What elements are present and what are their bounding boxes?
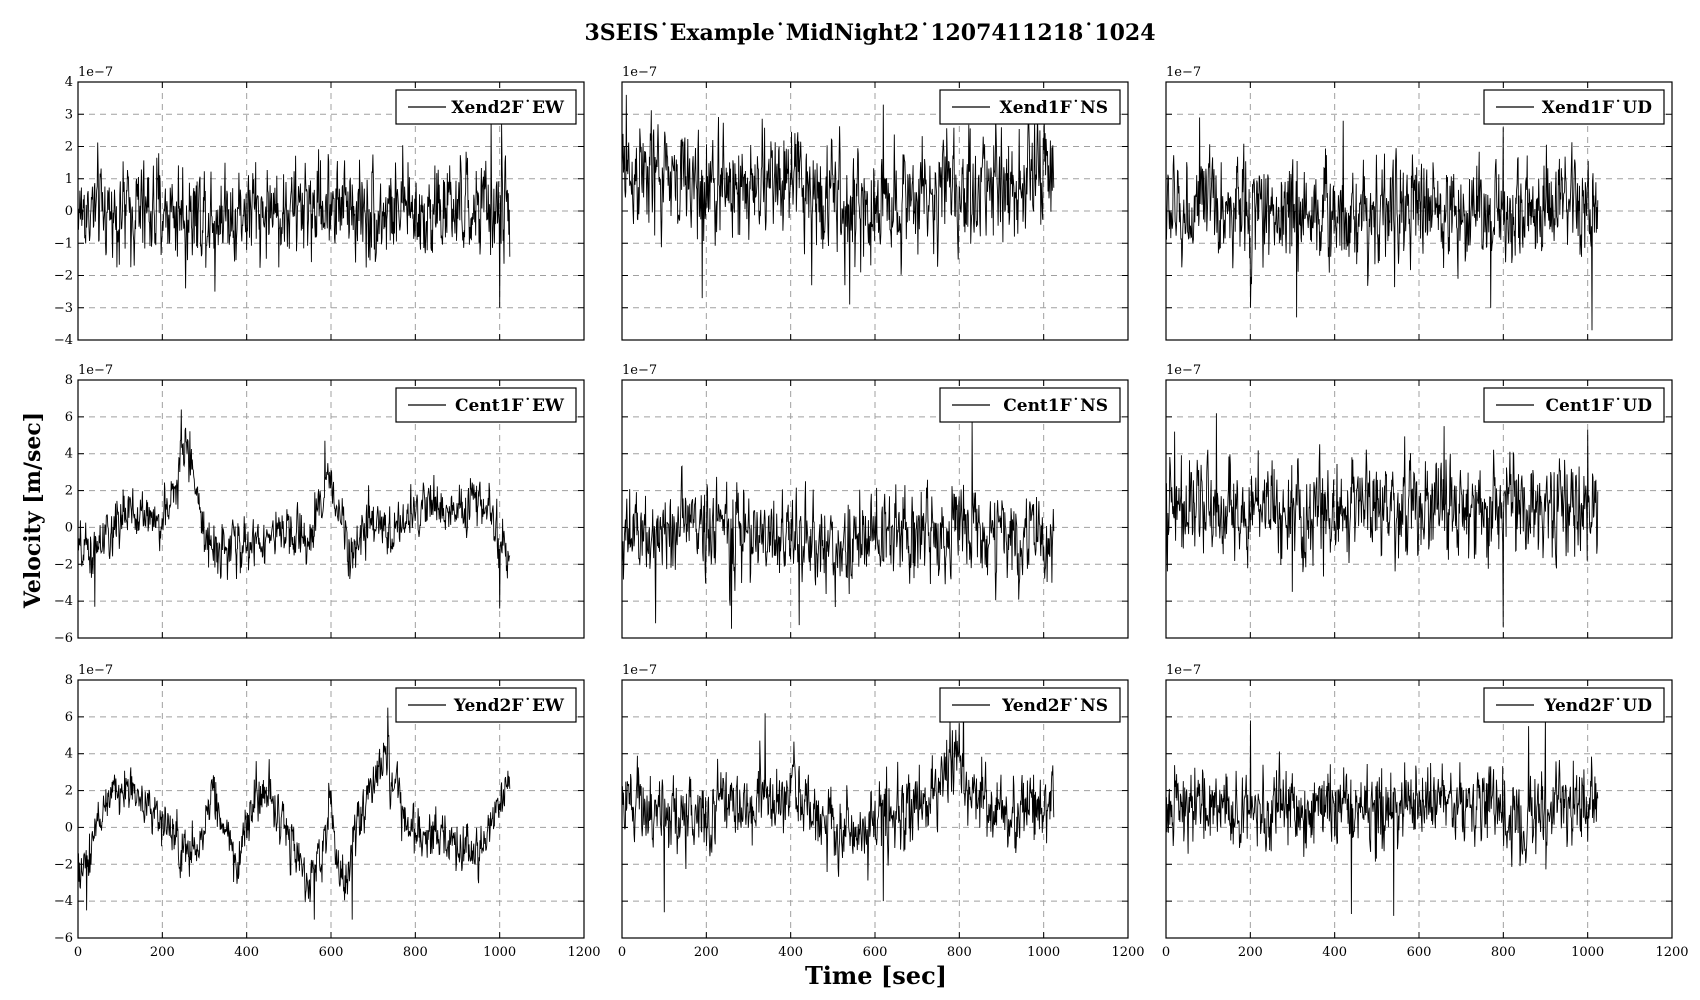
subplot-2-0: −6 −4 −2 0 2 4 6 8 0 200 400 600 800 1000 1200 1e−7 Yend… (54, 663, 601, 960)
x-tick-label: 600 (319, 945, 344, 960)
offset-label: 1e−7 (622, 65, 657, 80)
y-tick-label: 4 (65, 747, 73, 762)
legend-label: Yend2F˙NS (1001, 696, 1108, 716)
x-tick-label: 800 (947, 945, 972, 960)
x-tick-label: 1000 (1027, 945, 1060, 960)
x-tick-label: 200 (150, 945, 175, 960)
legend-label: Xend1F˙UD (1542, 98, 1652, 118)
legend-label: Yend2F˙UD (1543, 696, 1652, 716)
x-tick-label: 1000 (483, 945, 516, 960)
subplot-1-2: 1e−7 Cent1F˙UD (1165, 363, 1673, 639)
y-tick-label: 1 (65, 172, 73, 187)
series-line (1165, 713, 1599, 916)
y-tick-label: 2 (65, 784, 73, 799)
series-line (77, 117, 511, 308)
figure-title: 3SEIS˙Example˙MidNight2˙1207411218˙1024 (584, 20, 1155, 46)
y-tick-label: 8 (65, 373, 73, 388)
x-tick-label: 1200 (1655, 945, 1688, 960)
y-tick-label: −3 (54, 301, 73, 316)
x-tick-label: 1200 (1111, 945, 1144, 960)
offset-label: 1e−7 (78, 663, 113, 678)
y-tick-label: 2 (65, 484, 73, 499)
offset-label: 1e−7 (622, 363, 657, 378)
legend-label: Cent1F˙NS (1003, 396, 1108, 416)
subplot-2-2: 0 200 400 600 800 1000 1200 1e−7 Yend2F˙UD (1162, 663, 1689, 960)
y-tick-label: −6 (54, 631, 73, 646)
series-line (77, 409, 511, 609)
x-tick-label: 200 (1238, 945, 1263, 960)
series-line (1165, 117, 1599, 331)
series-line (621, 94, 1055, 305)
y-tick-label: −2 (54, 557, 73, 572)
y-tick-label: −2 (54, 857, 73, 872)
x-tick-label: 600 (863, 945, 888, 960)
y-axis-label: Velocity [m/sec] (20, 412, 46, 609)
offset-label: 1e−7 (78, 363, 113, 378)
series-line (77, 707, 511, 920)
y-tick-label: −4 (54, 894, 73, 909)
y-tick-label: −6 (54, 931, 73, 946)
subplot-2-1: 0 200 400 600 800 1000 1200 1e−7 Yend2F˙NS (618, 663, 1145, 960)
x-tick-label: 400 (1322, 945, 1347, 960)
subplot-0-1: 1e−7 Xend1F˙NS (621, 65, 1129, 341)
x-tick-label: 600 (1407, 945, 1432, 960)
x-tick-label: 200 (694, 945, 719, 960)
y-tick-label: 6 (65, 410, 73, 425)
y-tick-label: 0 (65, 204, 73, 219)
series-line (621, 694, 1055, 913)
y-tick-label: 0 (65, 520, 73, 535)
x-tick-label: 1000 (1571, 945, 1604, 960)
offset-label: 1e−7 (1166, 363, 1201, 378)
offset-label: 1e−7 (1166, 663, 1201, 678)
series-line (1165, 413, 1599, 627)
x-tick-label: 1200 (567, 945, 600, 960)
y-tick-label: −1 (54, 236, 73, 251)
x-tick-label: 0 (618, 945, 626, 960)
y-tick-label: −2 (54, 269, 73, 284)
x-tick-label: 0 (74, 945, 82, 960)
legend-label: Cent1F˙EW (455, 396, 565, 416)
legend-label: Cent1F˙UD (1545, 396, 1652, 416)
x-tick-label: 800 (1491, 945, 1516, 960)
offset-label: 1e−7 (1166, 65, 1201, 80)
subplot-1-1: 1e−7 Cent1F˙NS (621, 363, 1129, 639)
subplot-0-0: −4 −3 −2 −1 0 1 2 3 4 1e−7 Xend2F˙EW (54, 65, 585, 348)
y-tick-label: 3 (65, 107, 73, 122)
y-tick-label: 4 (65, 447, 73, 462)
legend-label: Xend1F˙NS (1000, 98, 1108, 118)
legend-label: Yend2F˙EW (453, 696, 565, 716)
series-line (621, 420, 1055, 629)
subplot-0-2: 1e−7 Xend1F˙UD (1165, 65, 1673, 341)
y-tick-label: −4 (54, 594, 73, 609)
y-tick-label: −4 (54, 333, 73, 348)
offset-label: 1e−7 (78, 65, 113, 80)
x-tick-label: 400 (778, 945, 803, 960)
y-tick-label: 6 (65, 710, 73, 725)
y-tick-label: 0 (65, 820, 73, 835)
y-tick-label: 4 (65, 75, 73, 90)
legend-box (395, 687, 577, 723)
legend-label: Xend2F˙EW (451, 98, 565, 118)
subplot-1-0: −6 −4 −2 0 2 4 6 8 1e−7 Cent1F˙EW (54, 363, 585, 646)
x-tick-label: 400 (234, 945, 259, 960)
y-tick-label: 2 (65, 140, 73, 155)
offset-label: 1e−7 (622, 663, 657, 678)
y-tick-label: 8 (65, 673, 73, 688)
x-tick-label: 0 (1162, 945, 1170, 960)
x-tick-label: 800 (403, 945, 428, 960)
x-axis-label: Time [sec] (805, 961, 947, 990)
